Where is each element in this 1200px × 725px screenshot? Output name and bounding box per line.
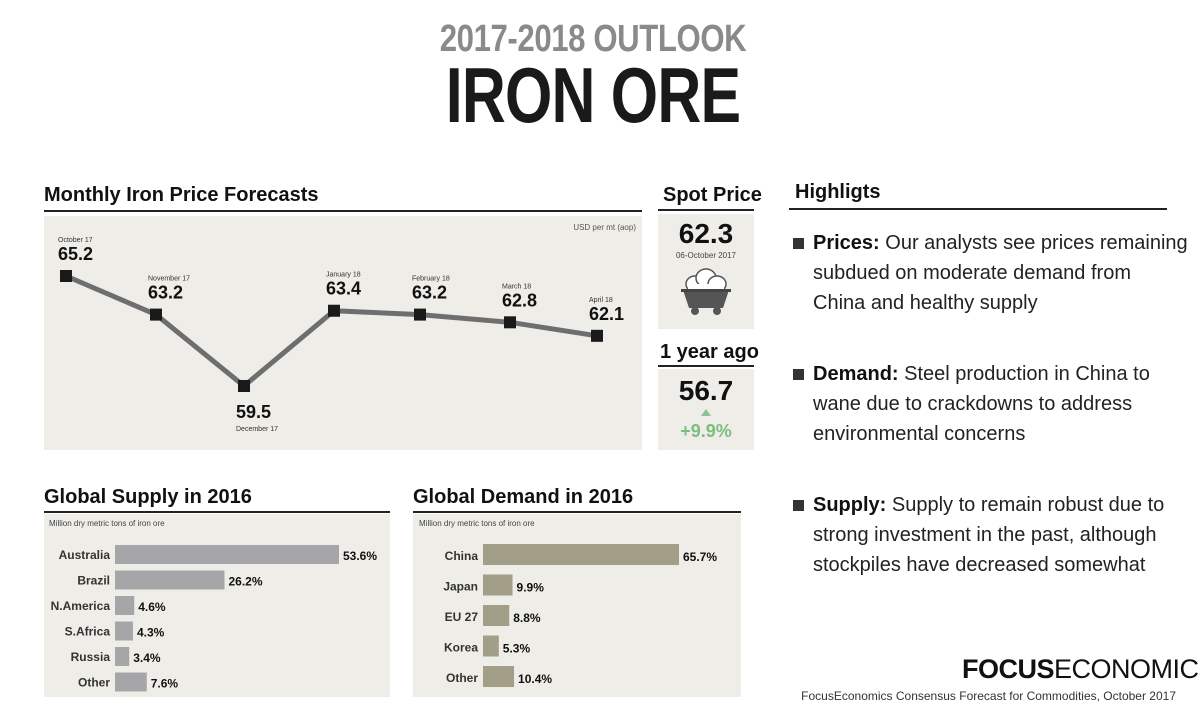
category-label: November 17 [148,276,190,283]
category-label: October 17 [58,237,93,244]
source-note: FocusEconomics Consensus Forecast for Co… [801,689,1176,703]
bar [483,544,679,565]
highlight-supply: Supply: Supply to remain robust due to s… [793,490,1188,580]
value-label: 5.3% [503,642,531,656]
value-label: 7.6% [151,677,179,691]
value-label: 62.1 [589,304,624,324]
value-label: 4.3% [137,626,165,640]
category-label: Russia [71,650,111,664]
year-ago-value: 56.7 [678,375,734,406]
highlight-key: Prices: [813,232,880,254]
value-label: 9.9% [517,581,545,595]
bar [115,621,133,641]
bar [115,647,130,666]
square-bullet-icon [793,238,804,249]
value-label: 4.6% [138,600,166,614]
category-label: Other [446,671,478,685]
category-label: January 18 [326,272,361,279]
spot-price-title: Spot Price [663,184,762,206]
category-label: Other [78,676,110,690]
supply-bar-chart: Million dry metric tons of iron ore Aust… [44,514,390,697]
point-marker [60,270,72,282]
category-label: December 17 [236,426,278,433]
point-marker [328,304,340,317]
value-label: 10.4% [518,672,552,686]
up-arrow-icon [701,409,711,416]
supply-chart-title: Global Supply in 2016 [44,486,252,508]
page-title: IRON ORE [445,51,741,139]
demand-bar-chart: Million dry metric tons of iron ore Chin… [413,514,741,697]
point-marker [414,308,426,321]
demand-chart-title: Global Demand in 2016 [413,486,634,508]
highlight-text: Supply to remain robust due to strong in… [813,494,1165,576]
supply-rule [44,511,390,513]
category-label: N.America [51,599,111,613]
highlight-key: Demand: [813,363,899,385]
value-label: 65.7% [683,550,717,564]
point-marker [238,380,250,392]
bar [483,574,513,596]
value-label: 63.2 [148,283,183,303]
value-label: 53.6% [343,549,377,563]
spot-price-date: 06-October 2017 [675,251,737,260]
category-label: Australia [59,548,111,562]
category-label: S.Africa [65,625,111,639]
bar [115,570,225,590]
bar [115,596,135,615]
year-ago-rule [658,365,754,367]
highlight-demand: Demand: Steel production in China to wan… [793,359,1188,449]
value-label: 59.5 [236,402,271,422]
outlook-label: 2017-2018 OUTLOOK [439,18,747,60]
point-marker [504,316,516,329]
highlight-text: Steel production in China to wane due to… [813,363,1150,445]
unit-label: Million dry metric tons of iron ore [419,519,535,528]
value-label: 63.4 [326,279,361,299]
category-label: EU 27 [445,610,479,624]
category-label: Japan [443,580,478,594]
square-bullet-icon [793,369,804,380]
year-ago-title: 1 year ago [660,341,759,363]
bar [115,672,147,692]
bar [483,605,510,626]
category-label: March 18 [502,283,531,290]
category-label: February 18 [412,276,450,283]
year-ago-box: 56.7 +9.9% [658,369,754,450]
line-chart-rule [44,210,642,212]
square-bullet-icon [793,500,804,511]
category-label: China [445,549,479,563]
category-label: April 18 [589,297,613,304]
mine-cart-icon [681,268,731,315]
point-marker [591,329,603,342]
chart-background [44,514,390,697]
spot-price-box: 62.3 06-October 2017 [658,214,754,329]
bar [483,635,499,657]
chart-background [413,514,741,697]
highlights-title: Highligts [795,181,881,203]
year-ago-change: +9.9% [680,421,732,441]
value-label: 62.8 [502,290,537,310]
spot-price-value: 62.3 [678,218,734,249]
point-marker [150,308,162,321]
category-label: Korea [444,641,478,655]
value-label: 3.4% [133,651,161,665]
highlight-prices: Prices: Our analysts see prices remainin… [793,228,1188,318]
chart-background [44,216,642,450]
highlights-rule [789,208,1167,210]
bar [483,666,515,687]
value-label: 63.2 [412,283,447,303]
brand-logo: FOCUSECONOMICS [962,654,1200,684]
demand-rule [413,511,741,513]
highlight-key: Supply: [813,494,887,516]
bar [115,545,339,564]
spot-rule [658,209,754,211]
unit-label: Million dry metric tons of iron ore [49,519,165,528]
value-label: 8.8% [513,611,541,625]
highlight-text: Our analysts see prices remaining subdue… [813,232,1188,314]
unit-label: USD per mt (aop) [573,223,636,232]
line-chart-title: Monthly Iron Price Forecasts [44,184,319,206]
category-label: Brazil [77,574,110,588]
value-label: 26.2% [228,575,262,589]
value-label: 65.2 [58,244,93,264]
